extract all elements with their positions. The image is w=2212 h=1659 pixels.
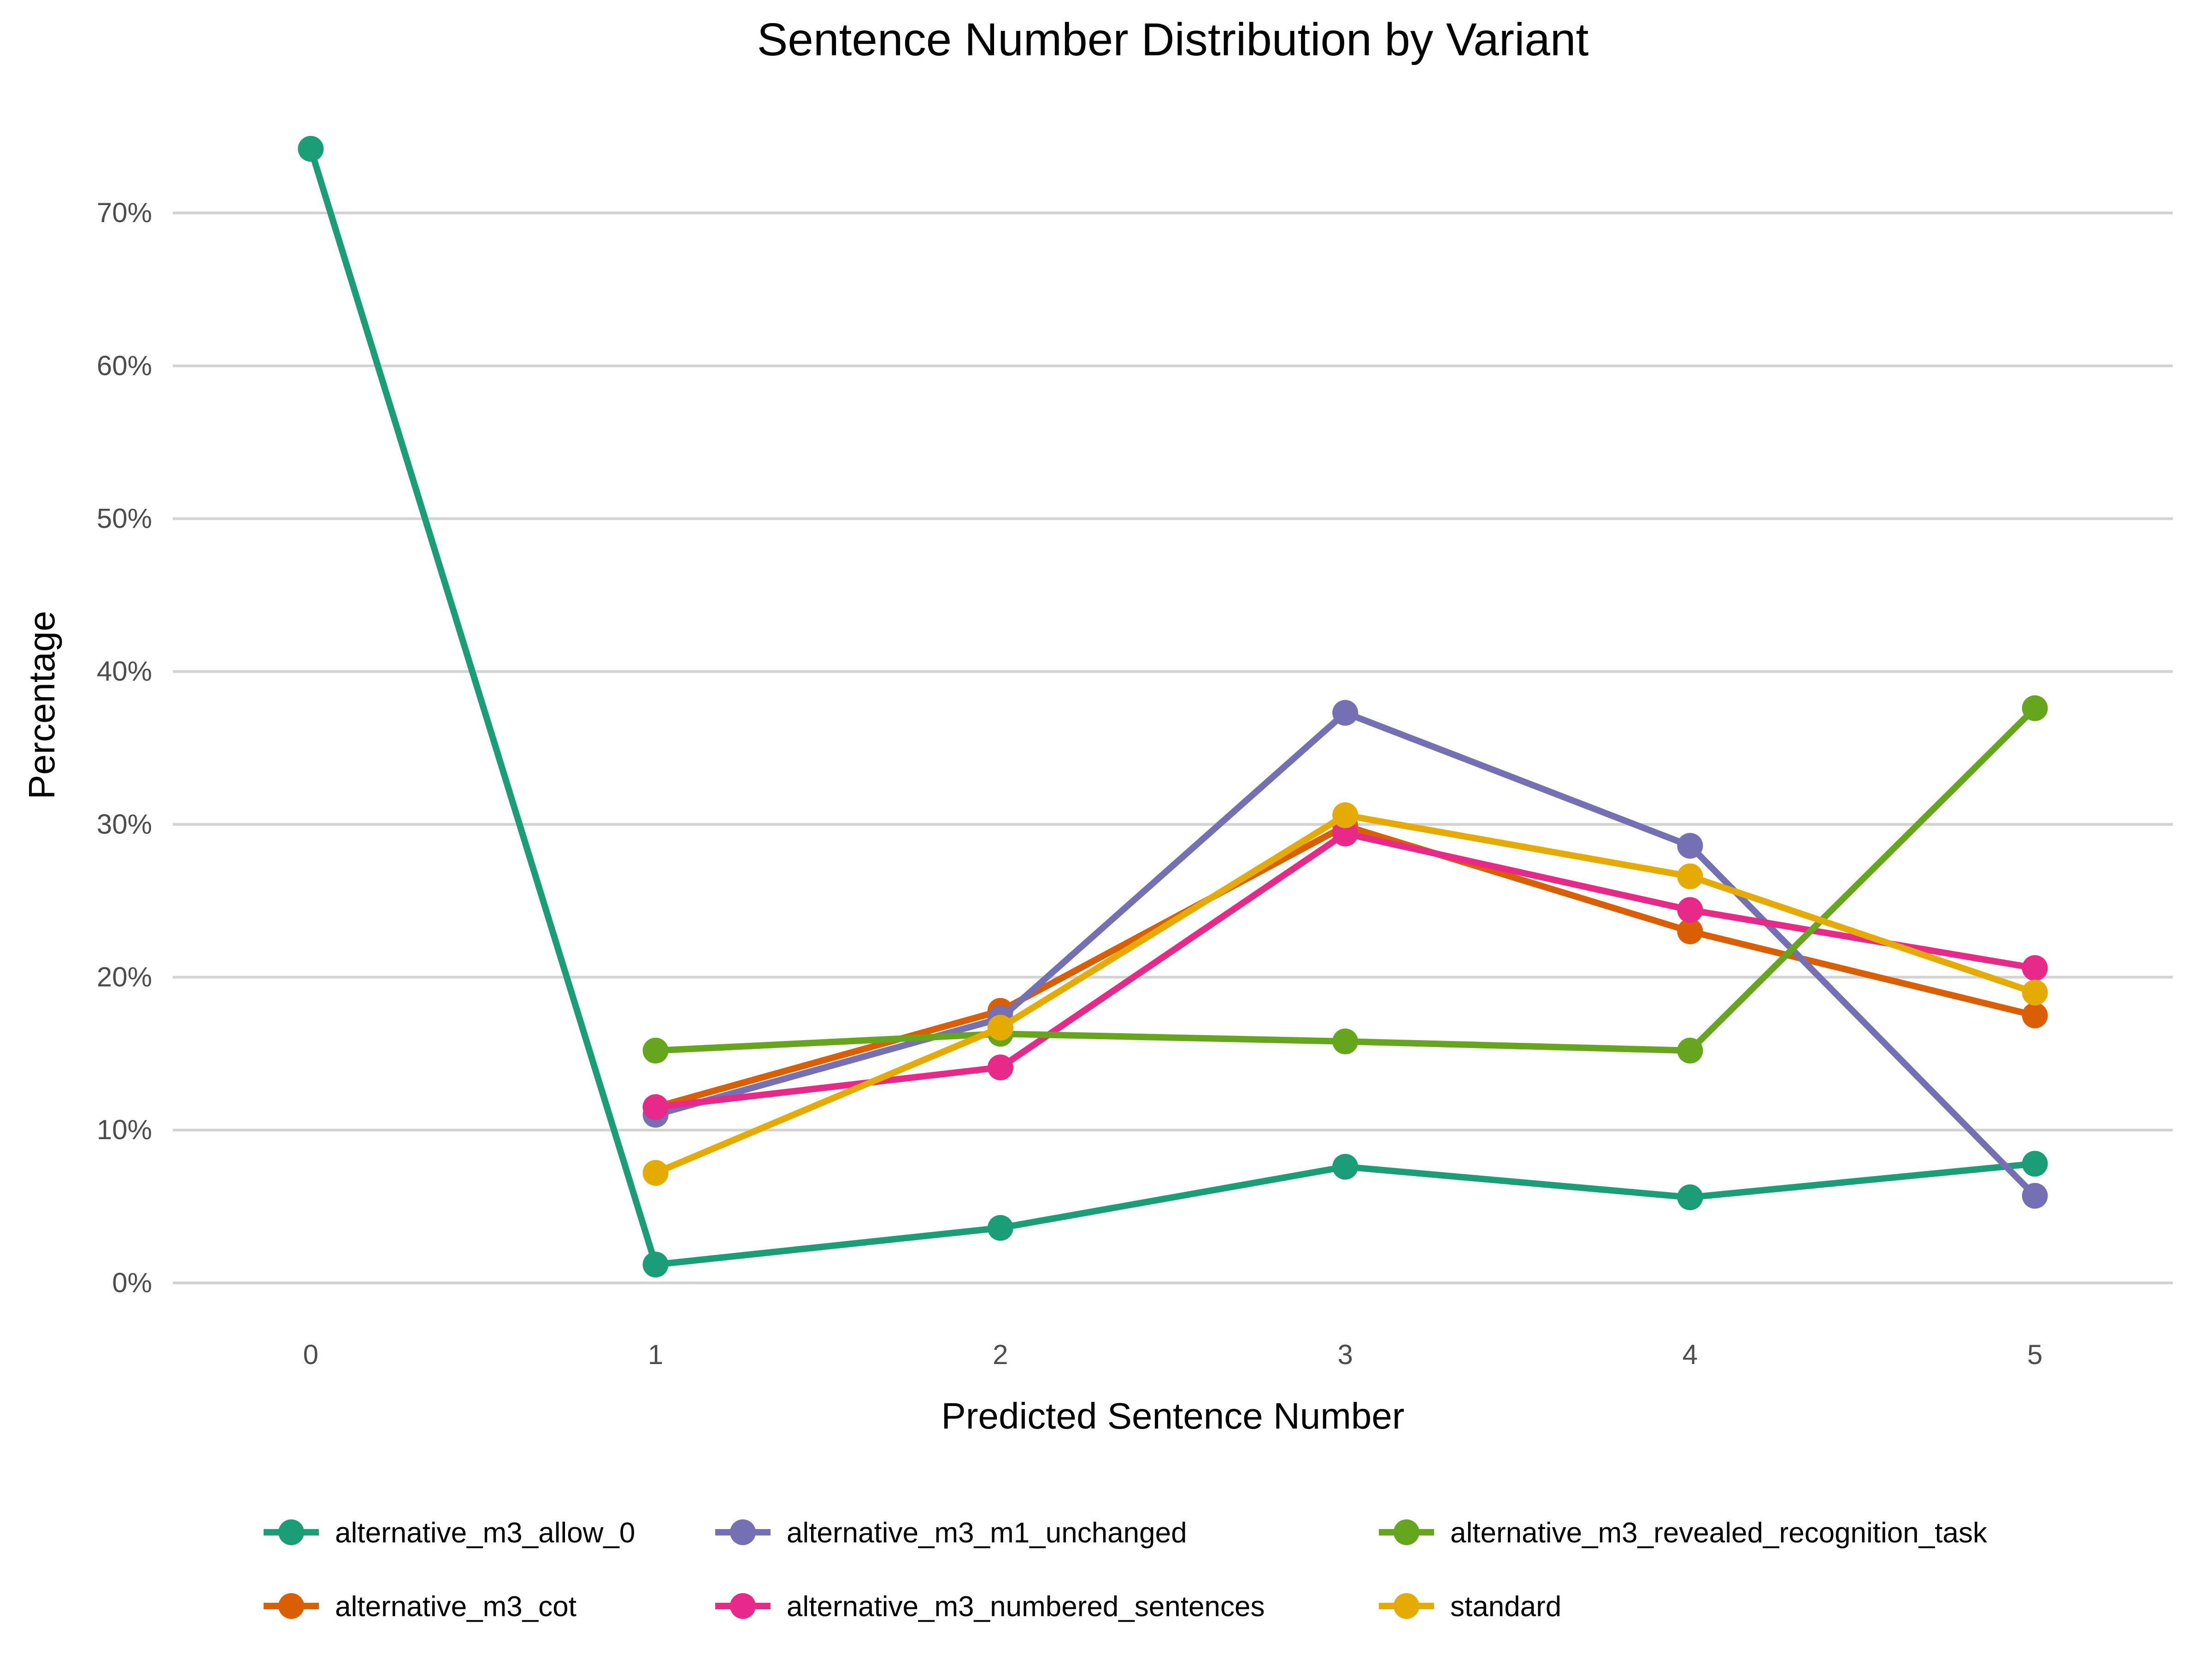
y-tick-label: 60% [97,350,152,381]
series-alternative-m3-m1-unchanged [642,700,2048,1209]
x-tick-label: 1 [648,1339,663,1370]
data-point [2022,1151,2048,1177]
data-point [1677,918,1703,945]
series-line [652,830,2038,1111]
legend-swatch-marker [278,1519,304,1545]
legend-item-alternative-m3-cot: alternative_m3_cot [264,1591,577,1623]
y-axis-title: Percentage [21,611,62,799]
data-point [1677,897,1703,923]
legend-item-alternative-m3-numbered-sentences: alternative_m3_numbered_sentences [715,1591,1265,1623]
legend-label: alternative_m3_allow_0 [335,1517,635,1549]
data-point [2022,979,2048,1006]
x-tick-label: 4 [1683,1339,1698,1370]
data-point [1677,863,1703,889]
series-alternative-m3-numbered-sentences [642,820,2048,1120]
x-axis-title: Predicted Sentence Number [941,1395,1405,1436]
series-alternative-m3-cot [642,813,2048,1120]
x-tick-label: 3 [1337,1339,1353,1370]
legend-item-alternative-m3-allow-0: alternative_m3_allow_0 [264,1517,635,1549]
data-point [987,1054,1013,1081]
legend-swatch-marker [1394,1593,1419,1619]
legend-label: alternative_m3_cot [335,1591,577,1623]
data-point [1332,802,1359,828]
data-point [1677,833,1703,859]
series-line [652,709,2038,1199]
data-point [987,1215,1013,1241]
legend-swatch-marker [730,1519,756,1545]
data-point [987,1015,1013,1041]
legend-swatch-marker [730,1593,756,1619]
data-point [642,1252,669,1278]
legend-label: alternative_m3_m1_unchanged [787,1517,1187,1549]
plot-area [298,135,2048,1278]
series-line [307,145,2038,1268]
data-point [1332,820,1359,847]
data-point [1332,1153,1359,1180]
legend-label: standard [1450,1591,1561,1623]
y-tick-label: 70% [97,197,152,228]
legend-label: alternative_m3_numbered_sentences [787,1591,1265,1623]
y-axis-ticks: 0% 10% 20% 30% 40% 50% 60% 70% [97,197,152,1298]
data-point [2022,955,2048,981]
legend-item-alternative-m3-revealed-recognition-task: alternative_m3_revealed_recognition_task [1379,1517,1988,1549]
legend-label: alternative_m3_revealed_recognition_task [1450,1517,1988,1549]
y-tick-label: 20% [97,962,152,993]
gridlines [173,212,2173,1284]
data-point [1677,1037,1703,1064]
legend: alternative_m3_allow_0 alternative_m3_m1_… [264,1517,1988,1623]
data-point [1677,1184,1703,1211]
y-tick-label: 10% [97,1114,152,1145]
data-point [642,1037,669,1064]
legend-swatch-marker [1394,1519,1419,1545]
series-line [652,823,2038,1111]
x-tick-label: 0 [303,1339,318,1370]
data-point [2022,1002,2048,1029]
data-point [2022,1182,2048,1209]
legend-item-standard: standard [1379,1591,1561,1623]
data-point [642,1094,669,1120]
data-point [2022,695,2048,721]
chart-title: Sentence Number Distribution by Variant [757,14,1589,65]
series-standard [642,802,2048,1186]
y-tick-label: 40% [97,656,152,687]
x-axis-ticks: 0 1 2 3 4 5 [303,1339,2043,1370]
data-point [642,1160,669,1186]
series-line [652,705,2038,1054]
legend-item-alternative-m3-m1-unchanged: alternative_m3_m1_unchanged [715,1517,1187,1549]
y-tick-label: 50% [97,503,152,534]
series-alternative-m3-allow-0 [298,135,2048,1278]
y-tick-label: 0% [112,1267,152,1298]
x-tick-label: 2 [993,1339,1008,1370]
x-tick-label: 5 [2027,1339,2042,1370]
legend-swatch-marker [278,1593,304,1619]
series-alternative-m3-revealed-recognition-task [642,695,2048,1064]
data-point [298,135,324,162]
data-point [1332,700,1359,726]
y-tick-label: 30% [97,809,152,840]
data-point [1332,1028,1359,1054]
series-line [652,812,2038,1177]
